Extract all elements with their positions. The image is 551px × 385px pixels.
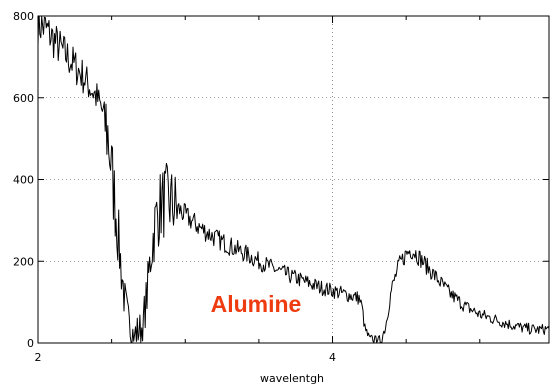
- y-tick-label: 200: [13, 255, 34, 268]
- x-tick-label: 4: [329, 351, 336, 364]
- axis-ticks: [37, 15, 549, 344]
- y-axis-tick-labels: 0 200 400 600 800: [13, 10, 34, 350]
- y-tick-label: 600: [13, 92, 34, 105]
- grid-lines: [38, 16, 549, 343]
- series-group: [38, 16, 549, 343]
- y-tick-label: 0: [27, 337, 34, 350]
- y-tick-label: 400: [13, 174, 34, 187]
- x-tick-label: 2: [35, 351, 42, 364]
- alumine-annotation: Alumine: [211, 291, 302, 317]
- spectrum-line: [38, 16, 549, 343]
- y-tick-label: 800: [13, 10, 34, 23]
- x-axis-title: wavelentgh: [260, 372, 324, 385]
